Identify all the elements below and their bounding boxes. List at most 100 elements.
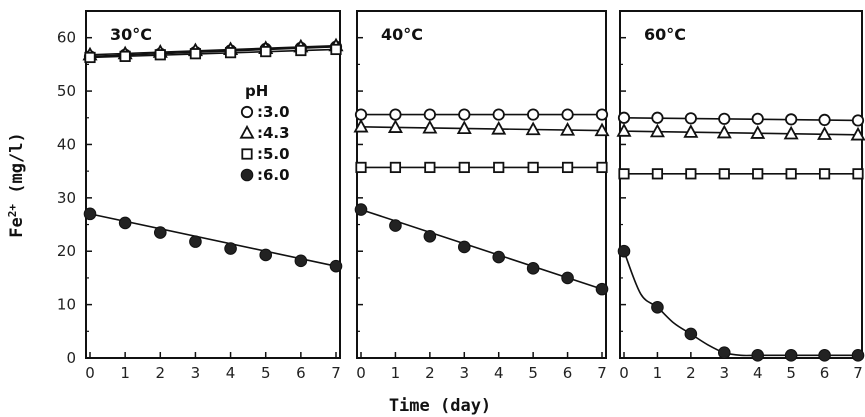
data-point — [785, 168, 797, 180]
data-point — [561, 108, 574, 121]
data-point — [818, 168, 831, 180]
legend-label: :6.0 — [257, 166, 290, 184]
y-tick-label: 50 — [57, 82, 76, 100]
y-tick-label: 60 — [57, 29, 76, 47]
data-point — [594, 122, 610, 137]
y-tick-label: 20 — [57, 242, 76, 260]
data-point — [492, 250, 506, 264]
data-point — [784, 349, 798, 362]
data-point — [389, 108, 402, 121]
data-point — [83, 207, 97, 221]
series-line — [89, 48, 337, 59]
data-point — [295, 44, 307, 57]
x-tick-label: 6 — [820, 364, 830, 382]
legend-marker — [240, 168, 254, 182]
data-point — [423, 229, 437, 243]
data-point — [153, 226, 167, 239]
x-axis-title: Time (day) — [389, 396, 491, 416]
data-point — [259, 248, 273, 262]
x-tick-label: 7 — [331, 364, 341, 382]
data-point — [389, 219, 402, 232]
y-tick-label: 10 — [57, 296, 76, 314]
data-point — [458, 161, 470, 174]
data-point — [718, 168, 730, 180]
series-open-triangle — [616, 123, 865, 141]
panel-title: 40°C — [381, 25, 423, 44]
x-tick-label: 3 — [720, 364, 730, 382]
data-point — [458, 108, 471, 121]
series-open-square — [84, 43, 342, 64]
data-point — [596, 161, 608, 174]
data-point — [752, 168, 764, 180]
data-point — [354, 108, 368, 121]
data-point — [189, 48, 202, 60]
data-point — [389, 161, 402, 174]
data-point — [387, 119, 403, 133]
data-point — [561, 271, 574, 285]
data-point — [618, 168, 630, 180]
data-point — [617, 244, 631, 258]
data-point — [651, 168, 664, 180]
data-point — [189, 235, 202, 248]
data-point — [684, 327, 698, 341]
x-tick-label: 3 — [460, 364, 470, 382]
data-point — [119, 50, 131, 62]
x-tick-label: 7 — [853, 364, 863, 382]
panel-frame — [85, 10, 341, 359]
data-point — [718, 112, 731, 125]
x-tick-label: 2 — [156, 364, 166, 382]
data-point — [330, 43, 342, 56]
data-point — [616, 123, 632, 137]
data-point — [491, 120, 507, 135]
data-point — [750, 125, 766, 139]
x-tick-label: 1 — [120, 364, 130, 382]
x-tick-label: 5 — [528, 364, 538, 382]
data-point — [851, 349, 865, 362]
data-point — [329, 259, 343, 273]
data-point — [818, 113, 831, 127]
data-point — [818, 349, 831, 362]
data-point — [456, 120, 472, 135]
data-point — [526, 262, 540, 275]
data-point — [649, 123, 665, 138]
x-tick-label: 4 — [753, 364, 763, 382]
data-point — [685, 168, 697, 180]
legend-title: pH — [245, 82, 268, 100]
panel-3: 60°C 0 1 2 3 4 5 6 7 — [616, 10, 865, 382]
y-tick-label: 40 — [57, 135, 76, 153]
series-line — [360, 126, 603, 132]
series-line — [89, 44, 337, 56]
series-filled-circle — [354, 203, 609, 296]
data-point — [817, 126, 833, 140]
series-open-square — [618, 168, 864, 180]
x-tick-label: 6 — [296, 364, 306, 382]
data-point — [353, 118, 369, 133]
series-line — [623, 130, 859, 136]
series-open-square — [355, 161, 608, 174]
series-filled-circle — [617, 244, 865, 362]
series-filled-circle — [83, 207, 343, 273]
data-point — [118, 216, 132, 230]
data-point — [424, 161, 436, 174]
x-tick-label: 2 — [686, 364, 696, 382]
x-tick-label: 4 — [226, 364, 236, 382]
data-point — [527, 108, 540, 121]
x-tick-label: 0 — [619, 364, 629, 382]
data-point — [527, 161, 539, 174]
data-point — [651, 300, 664, 314]
data-point — [716, 124, 732, 139]
series-open-triangle — [353, 118, 610, 137]
data-point — [785, 113, 798, 126]
data-point — [492, 108, 505, 121]
x-tick-label: 5 — [786, 364, 796, 382]
data-point — [683, 124, 699, 138]
data-point — [783, 125, 799, 140]
data-point — [595, 108, 609, 121]
panel-1: 30°C 0 1 2 3 4 5 6 7 0 10 20 30 40 50 60 — [57, 10, 344, 382]
data-point — [84, 51, 96, 64]
y-tick-label: 0 — [66, 349, 76, 367]
data-point — [751, 349, 765, 362]
data-point — [717, 346, 731, 359]
